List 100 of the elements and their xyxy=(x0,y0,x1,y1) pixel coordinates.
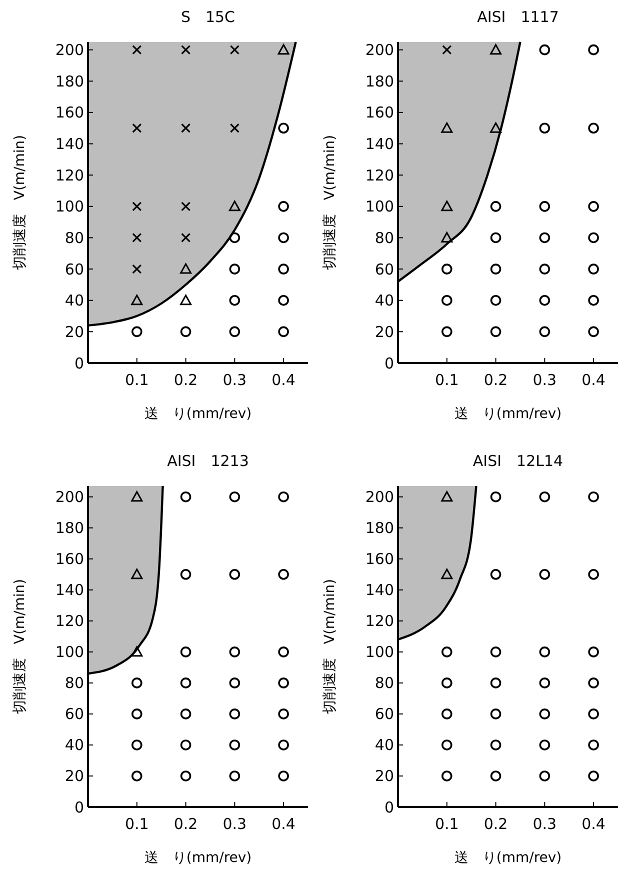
point xyxy=(588,708,599,720)
point xyxy=(539,294,550,306)
y-tick-label: 80 xyxy=(374,228,394,247)
point xyxy=(180,740,192,750)
y-tick-label: 20 xyxy=(64,322,84,341)
y-tick-label: 20 xyxy=(374,767,394,786)
y-tick-label: 200 xyxy=(55,488,84,506)
y-tick-label: 180 xyxy=(365,72,394,90)
x-axis-title: 送 り(mm/rev) xyxy=(144,850,252,866)
point xyxy=(180,294,192,306)
point xyxy=(131,646,143,657)
point xyxy=(278,294,289,306)
y-tick-label: 120 xyxy=(365,612,394,630)
point xyxy=(278,678,289,688)
x-tick-label: 0.1 xyxy=(434,371,459,389)
point xyxy=(539,770,550,782)
point xyxy=(490,740,502,750)
point xyxy=(229,740,240,750)
point xyxy=(278,44,290,55)
point xyxy=(229,326,240,338)
point xyxy=(441,264,452,274)
x-tick-label: 0.1 xyxy=(434,815,459,833)
y-tick-label: 180 xyxy=(55,519,84,538)
point xyxy=(588,740,599,750)
y-tick-label: 60 xyxy=(374,260,394,278)
point xyxy=(490,326,502,338)
point xyxy=(588,232,599,244)
point xyxy=(539,122,550,134)
point xyxy=(132,202,142,212)
x-tick-label: 0.4 xyxy=(272,815,296,833)
point xyxy=(441,708,452,720)
point xyxy=(490,294,502,306)
point xyxy=(588,770,599,782)
point xyxy=(229,568,240,580)
point xyxy=(539,678,550,688)
point xyxy=(539,568,550,580)
x-tick-label: 0.2 xyxy=(484,815,508,833)
point xyxy=(228,200,240,212)
y-tick-label: 200 xyxy=(55,41,84,60)
point xyxy=(441,326,452,338)
y-tick-label: 0 xyxy=(74,798,84,816)
y-tick-label: 100 xyxy=(55,198,84,216)
y-tick-label: 100 xyxy=(365,643,394,662)
point xyxy=(229,264,240,274)
point xyxy=(230,123,240,133)
point xyxy=(441,200,453,212)
point xyxy=(278,740,289,750)
point xyxy=(229,770,240,782)
point xyxy=(441,232,453,242)
point xyxy=(539,326,550,338)
point xyxy=(131,568,143,580)
y-tick-label: 200 xyxy=(365,41,394,60)
x-tick-label: 0.4 xyxy=(582,371,606,389)
y-tick-label: 120 xyxy=(55,166,84,184)
y-tick-label: 60 xyxy=(64,260,84,278)
point xyxy=(490,201,502,212)
point xyxy=(180,770,192,782)
point xyxy=(490,770,502,782)
y-axis-title: 切削速度 V(m/min) xyxy=(12,578,28,714)
y-tick-label: 160 xyxy=(365,104,394,122)
point xyxy=(180,326,192,338)
point xyxy=(132,232,142,243)
x-tick-label: 0.4 xyxy=(272,371,296,389)
point xyxy=(230,45,240,55)
point xyxy=(490,232,502,244)
y-tick-label: 0 xyxy=(384,354,394,372)
y-tick-label: 140 xyxy=(55,581,84,600)
point xyxy=(490,122,502,133)
y-tick-label: 0 xyxy=(384,798,394,816)
point xyxy=(180,202,191,212)
point xyxy=(180,678,192,688)
point xyxy=(131,491,143,502)
point xyxy=(180,568,192,580)
y-axis-title: 切削速度 V(m/min) xyxy=(322,578,338,714)
x-tick-label: 0.4 xyxy=(582,815,606,833)
point xyxy=(229,232,240,244)
point xyxy=(132,123,142,133)
x-tick-label: 0.1 xyxy=(124,815,149,833)
x-tick-label: 0.3 xyxy=(222,371,247,389)
y-tick-label: 80 xyxy=(374,674,394,692)
y-tick-label: 40 xyxy=(374,292,394,310)
point xyxy=(490,708,502,720)
point xyxy=(490,44,502,55)
x-axis-title: 送 り(mm/rev) xyxy=(144,406,252,422)
point xyxy=(588,44,599,56)
chart-title: AISI 1117 xyxy=(477,8,559,26)
y-tick-label: 200 xyxy=(365,488,394,506)
point xyxy=(539,708,550,720)
point xyxy=(539,264,550,274)
point xyxy=(490,491,502,502)
point xyxy=(180,45,191,55)
x-tick-label: 0.3 xyxy=(532,371,557,389)
point xyxy=(229,294,240,306)
y-tick-label: 80 xyxy=(64,674,84,692)
point xyxy=(180,491,192,502)
point xyxy=(441,122,453,133)
y-tick-label: 160 xyxy=(55,550,84,568)
point xyxy=(180,646,192,658)
point xyxy=(588,678,599,688)
point xyxy=(441,294,452,306)
